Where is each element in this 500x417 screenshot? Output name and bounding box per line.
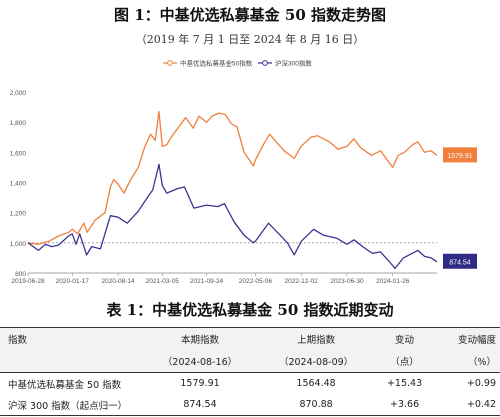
row-change-points: +15.43: [386, 378, 423, 389]
hs300-index-line: [27, 163, 438, 270]
end-label-badge: [443, 253, 477, 269]
row-change-pct: +0.99: [466, 378, 496, 389]
chart-end-labels: 1579.91 874.54: [443, 147, 477, 269]
legend-label: 中基优选私募基金50指数: [180, 59, 253, 68]
header-change: 变动: [374, 327, 436, 350]
x-tick-label: 2021-03-05: [146, 278, 180, 285]
table-header-row: 指数 本期指数 上期指数 变动 变动幅度: [0, 327, 500, 350]
row-index-name: 中基优选私募基金 50 指数: [8, 379, 122, 391]
x-tick-label: 2024-01-26: [376, 278, 410, 285]
x-tick-label: 2022-05-06: [239, 278, 273, 285]
y-tick-label: 1,800: [10, 120, 27, 127]
subheader-current-date: （2024-08-16）: [142, 350, 259, 373]
row-current-value: 1579.91: [180, 378, 220, 389]
table-title: 表 1：中基优选私募基金 50 指数近期变动: [106, 301, 394, 319]
x-tick-label: 2020-01-17: [56, 278, 90, 285]
y-tick-label: 1,600: [10, 150, 27, 157]
chart-legend: 中基优选私募基金50指数 沪深300指数: [163, 59, 312, 68]
x-tick-label: 2019-06-28: [11, 278, 45, 285]
y-tick-label: 2,000: [10, 90, 27, 97]
y-tick-label: 800: [15, 271, 26, 278]
index-change-table: 指数 本期指数 上期指数 变动 变动幅度 （2024-08-16） （2024-…: [0, 327, 500, 416]
subheader-change-unit: （点）: [374, 350, 436, 373]
subheader-pct-unit: （%）: [435, 350, 500, 373]
row-previous-value: 870.88: [258, 394, 375, 416]
chart-axes: 800 1,000 1,200 1,400 1,600 1,800 2,000 2019-06…: [10, 90, 437, 285]
header-current: 本期指数: [142, 327, 259, 350]
end-label-value: 1579.91: [447, 153, 472, 160]
figure-title: 图 1：中基优选私募基金 50 指数走势图: [114, 6, 386, 24]
fund-index-line: [27, 110, 438, 245]
table-header-subrow: （2024-08-16） （2024-08-09） （点） （%）: [0, 350, 500, 373]
row-change-pct: +0.42: [435, 394, 500, 416]
header-previous: 上期指数: [258, 327, 375, 350]
legend-label: 沪深300指数: [275, 59, 312, 68]
row-current-value: 874.54: [142, 394, 259, 416]
row-previous-value: 1564.48: [296, 378, 336, 389]
subheader-previous-date: （2024-08-09）: [258, 350, 375, 373]
row-change-points: +3.66: [374, 394, 436, 416]
y-tick-label: 1,400: [10, 181, 27, 188]
chart-series: [27, 110, 438, 270]
legend-marker: [167, 60, 173, 66]
x-tick-label: 2022-12-02: [285, 278, 319, 285]
x-tick-label: 2020-08-14: [101, 278, 135, 285]
legend-marker: [262, 60, 268, 66]
x-tick-label: 2021-09-24: [190, 278, 224, 285]
y-tick-label: 1,000: [10, 241, 27, 248]
figure-subtitle: （2019 年 7 月 1 日至 2024 年 8 月 16 日）: [135, 33, 365, 46]
header-change-pct: 变动幅度: [435, 327, 500, 350]
table-row: 沪深 300 指数（起点归一） 874.54 870.88 +3.66 +0.4…: [0, 394, 500, 416]
subheader-index: [0, 350, 142, 373]
end-label-value: 874.54: [449, 259, 471, 266]
index-line-chart: 800 1,000 1,200 1,400 1,600 1,800 2,000 2019-06…: [10, 59, 477, 285]
table-row: 中基优选私募基金 50 指数 1579.91 1564.48 +15.43 +0…: [0, 373, 500, 395]
row-index-name: 沪深 300 指数（起点归一）: [0, 394, 142, 416]
end-label-badge: [443, 147, 477, 163]
y-tick-label: 1,200: [10, 211, 27, 218]
x-tick-label: 2023-06-30: [330, 278, 364, 285]
header-index: 指数: [0, 327, 142, 350]
